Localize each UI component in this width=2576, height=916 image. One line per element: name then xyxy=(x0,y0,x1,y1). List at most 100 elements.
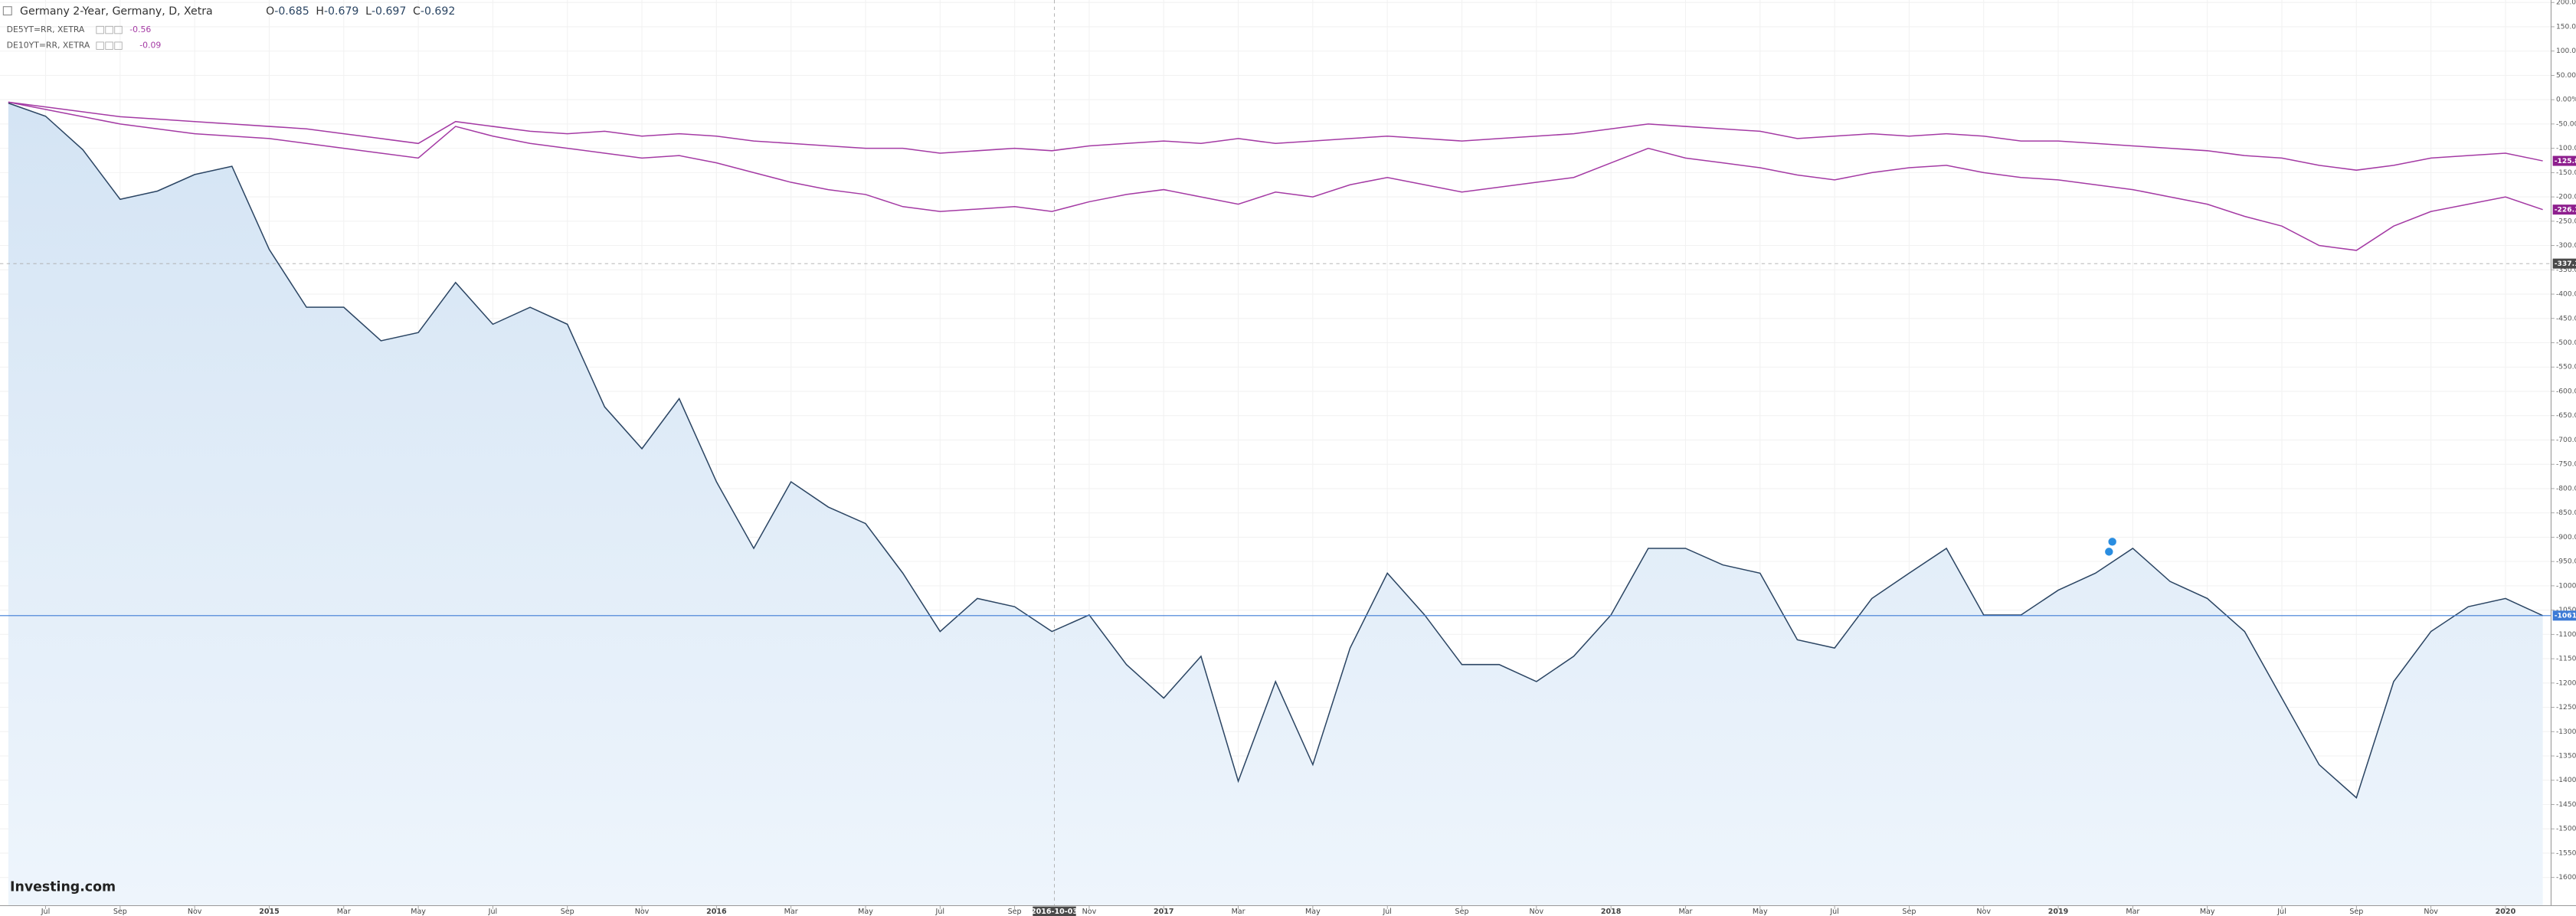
x-tick-label: Mar xyxy=(2126,908,2139,916)
y-tick-label: -800.00% xyxy=(2556,485,2576,492)
plot-area xyxy=(0,0,2551,906)
x-tick-label: Sep xyxy=(1008,908,1022,916)
x-tick-label: Nov xyxy=(188,908,202,916)
y-tick-label: -100.00% xyxy=(2556,145,2576,152)
y-tick-label: 100.00% xyxy=(2556,47,2576,55)
x-tick-label: Sep xyxy=(2349,908,2363,916)
series-line xyxy=(8,101,2543,171)
y-tick-label: -950.00% xyxy=(2556,558,2576,566)
x-tick-label: Jul xyxy=(2277,908,2286,916)
x-tick-label: 2018 xyxy=(1601,908,1622,916)
x-tick-label: Nov xyxy=(1976,908,1991,916)
y-tick-label: -450.00% xyxy=(2556,315,2576,322)
x-tick-label: Jul xyxy=(935,908,945,916)
ohlc-label: O xyxy=(266,5,274,18)
x-tick-label: Nov xyxy=(1530,908,1544,916)
symbol-title: Germany 2-Year, Germany, D, Xetra xyxy=(20,5,213,18)
y-tick-label: -1100.00% xyxy=(2556,631,2576,639)
y-tick-label: -1150.00% xyxy=(2556,656,2576,663)
last-value-label: -125.89% xyxy=(2555,158,2576,165)
y-tick-label: 200.00% xyxy=(2556,0,2576,7)
y-tick-label: -200.00% xyxy=(2556,194,2576,201)
area xyxy=(8,103,2543,906)
y-tick-label: 50.00% xyxy=(2556,72,2576,80)
y-tick-label: -1200.00% xyxy=(2556,679,2576,687)
y-tick-label: -350.00% xyxy=(2556,267,2576,274)
compare-button[interactable] xyxy=(96,25,104,34)
last-value-badge xyxy=(2552,204,2576,215)
y-tick-label: -150.00% xyxy=(2556,169,2576,177)
ohlc-value: -0.685 xyxy=(274,5,309,18)
y-tick-label: -1300.00% xyxy=(2556,728,2576,736)
y-tick-label: -1400.00% xyxy=(2556,777,2576,784)
event-flag[interactable] xyxy=(2108,538,2116,546)
x-tick-label: Nov xyxy=(635,908,650,916)
compare-name: DE10YT=RR, XETRA xyxy=(7,41,90,51)
y-tick-label: -1450.00% xyxy=(2556,801,2576,809)
y-tick-label: 0.00% xyxy=(2556,97,2576,104)
series-line xyxy=(8,102,2543,799)
x-tick-label: Mar xyxy=(1678,908,1692,916)
x-tick-label: May xyxy=(1305,908,1321,916)
crosshair-x-label: 2016-10-03 xyxy=(1031,908,1078,916)
y-tick-label: -50.00% xyxy=(2556,120,2576,128)
x-tick-label: May xyxy=(858,908,873,916)
crosshair-x-badge xyxy=(1033,906,1076,916)
header: Germany 2-Year, Germany, D, Xetra O-0.68… xyxy=(2,5,455,51)
x-tick-label: May xyxy=(1753,908,1768,916)
crosshair-y-badge xyxy=(2552,258,2576,269)
compare-button[interactable] xyxy=(96,41,104,50)
y-tick-label: -550.00% xyxy=(2556,364,2576,371)
x-tick-label: Jul xyxy=(41,908,51,916)
ohlc-value: -0.692 xyxy=(421,5,455,18)
x-tick-label: May xyxy=(411,908,426,916)
x-tick-label: May xyxy=(2200,908,2215,916)
crosshair-y-label: -337.163 xyxy=(2555,260,2576,268)
x-tick-label: Nov xyxy=(2424,908,2438,916)
x-tick-label: 2016 xyxy=(706,908,727,916)
ohlc: O-0.685 H-0.679 L-0.697 C-0.692 xyxy=(266,5,455,18)
last-value-label: -226.12% xyxy=(2555,207,2576,214)
y-tick-label: -1600.00% xyxy=(2556,874,2576,882)
last-value-badge xyxy=(2552,610,2576,621)
event-flag[interactable] xyxy=(2105,548,2113,556)
ohlc-value: -0.697 xyxy=(372,5,406,18)
y-tick-label: -300.00% xyxy=(2556,242,2576,250)
y-tick-label: -900.00% xyxy=(2556,534,2576,541)
axes: 200.00% 150.00% 100.00% 50.00% 0.00% -50.00% -… xyxy=(41,0,2576,916)
y-tick-label: -700.00% xyxy=(2556,437,2576,444)
x-tick-label: 2020 xyxy=(2496,908,2516,916)
compare-value: -0.09 xyxy=(139,41,161,51)
x-tick-label: Nov xyxy=(1082,908,1097,916)
x-tick-label: Jul xyxy=(488,908,498,916)
watermark: Investing.com xyxy=(10,880,116,895)
x-tick-label: Jul xyxy=(1382,908,1392,916)
last-value-badge xyxy=(2552,155,2576,166)
y-tick-label: -1550.00% xyxy=(2556,849,2576,857)
y-tick-label: -1050.00% xyxy=(2556,607,2576,614)
y-tick-label: 150.00% xyxy=(2556,23,2576,31)
y-tick-label: -1500.00% xyxy=(2556,826,2576,833)
ohlc-label: H xyxy=(316,5,324,18)
compare-button[interactable] xyxy=(105,41,113,50)
y-tick-label: -600.00% xyxy=(2556,388,2576,395)
ohlc-label: C xyxy=(413,5,421,18)
x-tick-label: 2017 xyxy=(1154,908,1174,916)
y-tick-label: -750.00% xyxy=(2556,461,2576,469)
y-tick-label: -1000.00% xyxy=(2556,582,2576,590)
compare-button[interactable] xyxy=(114,41,123,50)
x-tick-label: Sep xyxy=(1902,908,1916,916)
x-tick-label: Sep xyxy=(561,908,574,916)
y-tick-label: -850.00% xyxy=(2556,509,2576,517)
x-tick-label: Jul xyxy=(1829,908,1839,916)
y-tick-label: -1250.00% xyxy=(2556,704,2576,712)
compare-button[interactable] xyxy=(114,25,123,34)
y-tick-label: -650.00% xyxy=(2556,412,2576,420)
y-tick-label: -1350.00% xyxy=(2556,753,2576,761)
compare-button[interactable] xyxy=(105,25,113,34)
collapse-icon[interactable] xyxy=(2,6,12,16)
y-tick-label: -400.00% xyxy=(2556,291,2576,299)
ohlc-value: -0.679 xyxy=(324,5,358,18)
compare-value: -0.56 xyxy=(129,25,151,34)
